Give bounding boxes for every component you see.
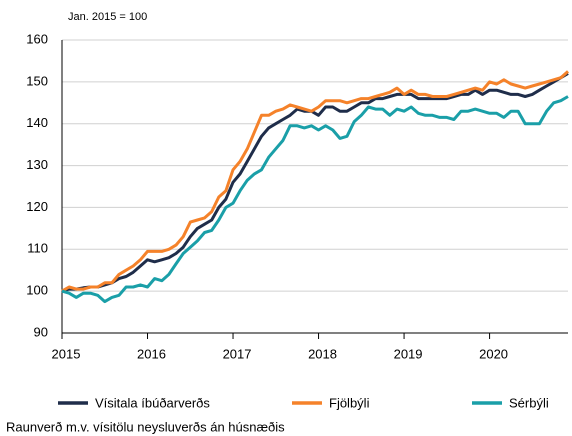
- y-tick-label: 140: [26, 115, 48, 130]
- legend-label: Vísitala íbúðarverðs: [95, 395, 210, 410]
- y-tick-label: 90: [34, 324, 48, 339]
- x-tick-label: 2020: [479, 346, 508, 361]
- y-tick-label: 150: [26, 73, 48, 88]
- y-tick-label: 100: [26, 283, 48, 298]
- series-line: [61, 72, 569, 293]
- note: Raunverð m.v. vísitölu neysluverðs án hú…: [6, 419, 285, 434]
- y-tick-label: 160: [26, 31, 48, 46]
- x-tick-label: 2019: [394, 346, 423, 361]
- x-tick-label: 2015: [52, 346, 81, 361]
- legend-label: Sérbýli: [509, 395, 549, 410]
- y-tick-label: 120: [26, 199, 48, 214]
- annotation: Jan. 2015 = 100: [68, 11, 147, 23]
- series-line: [61, 95, 569, 304]
- y-tick-label: 110: [27, 241, 48, 256]
- legend-label: Fjölbýli: [329, 395, 370, 410]
- x-tick-label: 2017: [223, 346, 252, 361]
- x-tick-label: 2016: [137, 346, 166, 361]
- series-line: [61, 70, 569, 293]
- y-tick-label: 130: [26, 157, 48, 172]
- x-tick-label: 2018: [308, 346, 337, 361]
